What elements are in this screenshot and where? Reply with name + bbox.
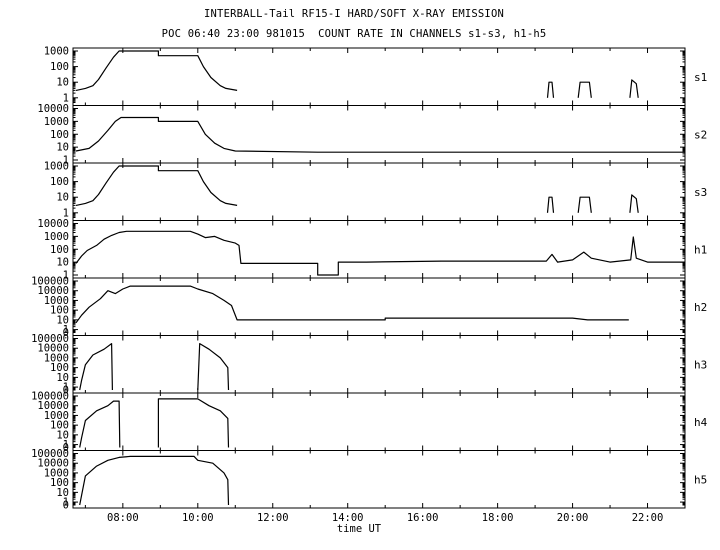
x-tick-label: 18:00: [482, 512, 514, 524]
series-line-h2: [75, 285, 629, 324]
y-tick-label: 1000: [44, 231, 69, 243]
series-line-s2: [75, 116, 685, 153]
y-tick-label: 10: [56, 372, 69, 384]
y-tick-label: 1: [63, 92, 69, 104]
y-tick-label: 1: [63, 155, 69, 167]
series-line-h1: [75, 230, 685, 276]
x-tick-label: 20:00: [557, 512, 589, 524]
panel-frame-s3: [72, 162, 686, 221]
y-tick-label: 10000: [37, 400, 69, 412]
y-tick-label: 10: [56, 192, 69, 204]
y-tick-label: 1: [63, 439, 69, 451]
y-tick-label: 10: [56, 142, 69, 154]
y-tick-label: 10: [56, 77, 69, 89]
panel-frame-s1: [72, 47, 686, 106]
panel-frame-h5: [72, 450, 686, 509]
series-line-s3: [629, 194, 639, 213]
y-tick-label: 0: [63, 385, 69, 397]
series-line-h3: [197, 343, 230, 391]
y-tick-label: 10000: [37, 458, 69, 470]
y-tick-label: 1000: [44, 467, 69, 479]
series-line-s3: [577, 196, 592, 213]
x-axis-label: time UT: [337, 523, 382, 535]
y-tick-label: 100000: [31, 276, 69, 288]
y-tick-label: 1: [63, 270, 69, 282]
y-tick-label: 1000: [44, 352, 69, 364]
panel-frame-s2: [72, 105, 686, 164]
channel-label-s2: s2: [694, 128, 707, 141]
y-tick-label: 10: [56, 257, 69, 269]
y-tick-label: 100: [50, 176, 69, 188]
channel-label-h4: h4: [694, 416, 708, 429]
y-tick-label: 100: [50, 362, 69, 374]
y-tick-label: 1000: [44, 46, 69, 58]
series-line-h3: [79, 343, 113, 391]
y-tick-label: 100: [50, 305, 69, 317]
channel-label-s3: s3: [694, 186, 707, 199]
channel-label-h3: h3: [694, 358, 707, 371]
y-tick-label: 10000: [37, 103, 69, 115]
y-tick-label: 1: [63, 324, 69, 336]
panel-frame-h3: [72, 335, 686, 394]
series-line-s1: [546, 81, 555, 98]
chart-subtitle: POC 06:40 23:00 981015 COUNT RATE IN CHA…: [161, 28, 547, 40]
x-tick-label: 16:00: [407, 512, 439, 524]
series-line-s3: [546, 196, 555, 213]
series-line-s1: [577, 81, 592, 98]
y-tick-label: 100: [50, 61, 69, 73]
channel-label-s1: s1: [694, 71, 707, 84]
x-tick-label: 22:00: [632, 512, 664, 524]
y-tick-label: 0: [63, 327, 69, 339]
channel-label-h1: h1: [694, 243, 707, 256]
y-tick-label: 1000: [44, 410, 69, 422]
y-tick-label: 10000: [37, 218, 69, 230]
y-tick-label: 0: [63, 442, 69, 454]
x-tick-label: 12:00: [257, 512, 289, 524]
y-tick-label: 100: [50, 420, 69, 432]
y-tick-label: 10000: [37, 285, 69, 297]
y-tick-label: 10: [56, 429, 69, 441]
y-tick-label: 1: [63, 382, 69, 394]
y-tick-label: 10000: [37, 343, 69, 355]
y-tick-label: 1: [63, 207, 69, 219]
x-tick-label: 14:00: [332, 512, 364, 524]
series-line-s3: [75, 165, 238, 206]
series-line-s1: [629, 79, 639, 98]
x-tick-label: 08:00: [107, 512, 139, 524]
y-tick-label: 100000: [31, 448, 69, 460]
series-line-h5: [79, 455, 230, 506]
series-line-h4: [157, 398, 230, 448]
panel-frame-h4: [72, 392, 686, 451]
channel-label-h5: h5: [694, 473, 707, 486]
y-tick-label: 100000: [31, 391, 69, 403]
series-line-s1: [75, 50, 238, 91]
chart-title: INTERBALL-Tail RF15-I HARD/SOFT X-RAY EM…: [204, 8, 504, 20]
panel-frame-h1: [72, 220, 686, 279]
y-tick-label: 1000: [44, 161, 69, 173]
y-tick-label: 10: [56, 314, 69, 326]
y-tick-label: 100: [50, 129, 69, 141]
y-tick-label: 1000: [44, 295, 69, 307]
y-tick-label: 0: [63, 500, 69, 512]
y-tick-label: 1000: [44, 116, 69, 128]
y-tick-label: 100000: [31, 333, 69, 345]
series-line-h4: [79, 400, 121, 448]
y-tick-label: 1: [63, 497, 69, 509]
x-tick-label: 10:00: [182, 512, 214, 524]
y-tick-label: 10: [56, 487, 69, 499]
y-tick-label: 100: [50, 477, 69, 489]
channel-label-h2: h2: [694, 301, 707, 314]
y-tick-label: 100: [50, 244, 69, 256]
